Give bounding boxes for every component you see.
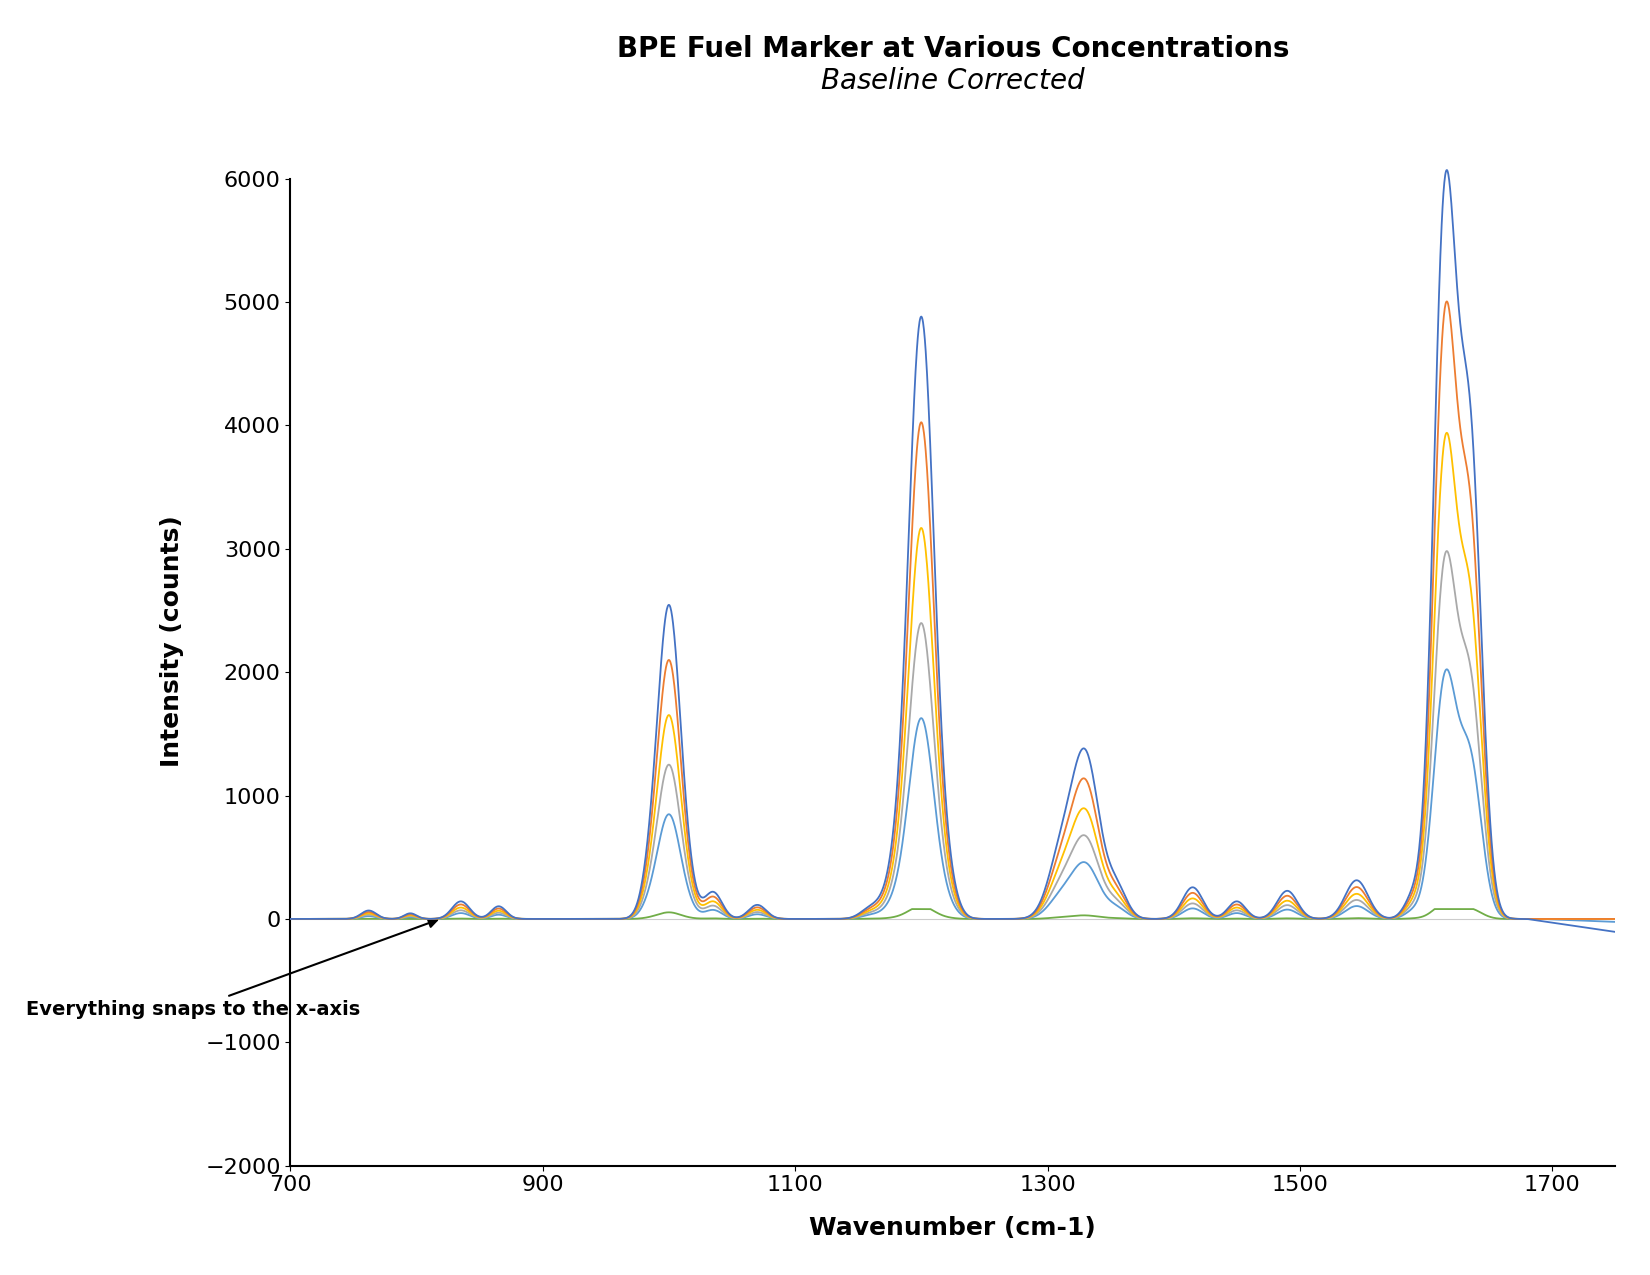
Title: BPE Fuel Marker at Various Concentrations
$\bf{\it{Baseline\ Corrected}}$: BPE Fuel Marker at Various Concentration… bbox=[617, 34, 1289, 96]
Text: Everything snaps to the x-axis: Everything snaps to the x-axis bbox=[25, 919, 437, 1019]
Y-axis label: Intensity (counts): Intensity (counts) bbox=[160, 515, 185, 768]
X-axis label: Wavenumber (cm-1): Wavenumber (cm-1) bbox=[810, 1216, 1096, 1241]
